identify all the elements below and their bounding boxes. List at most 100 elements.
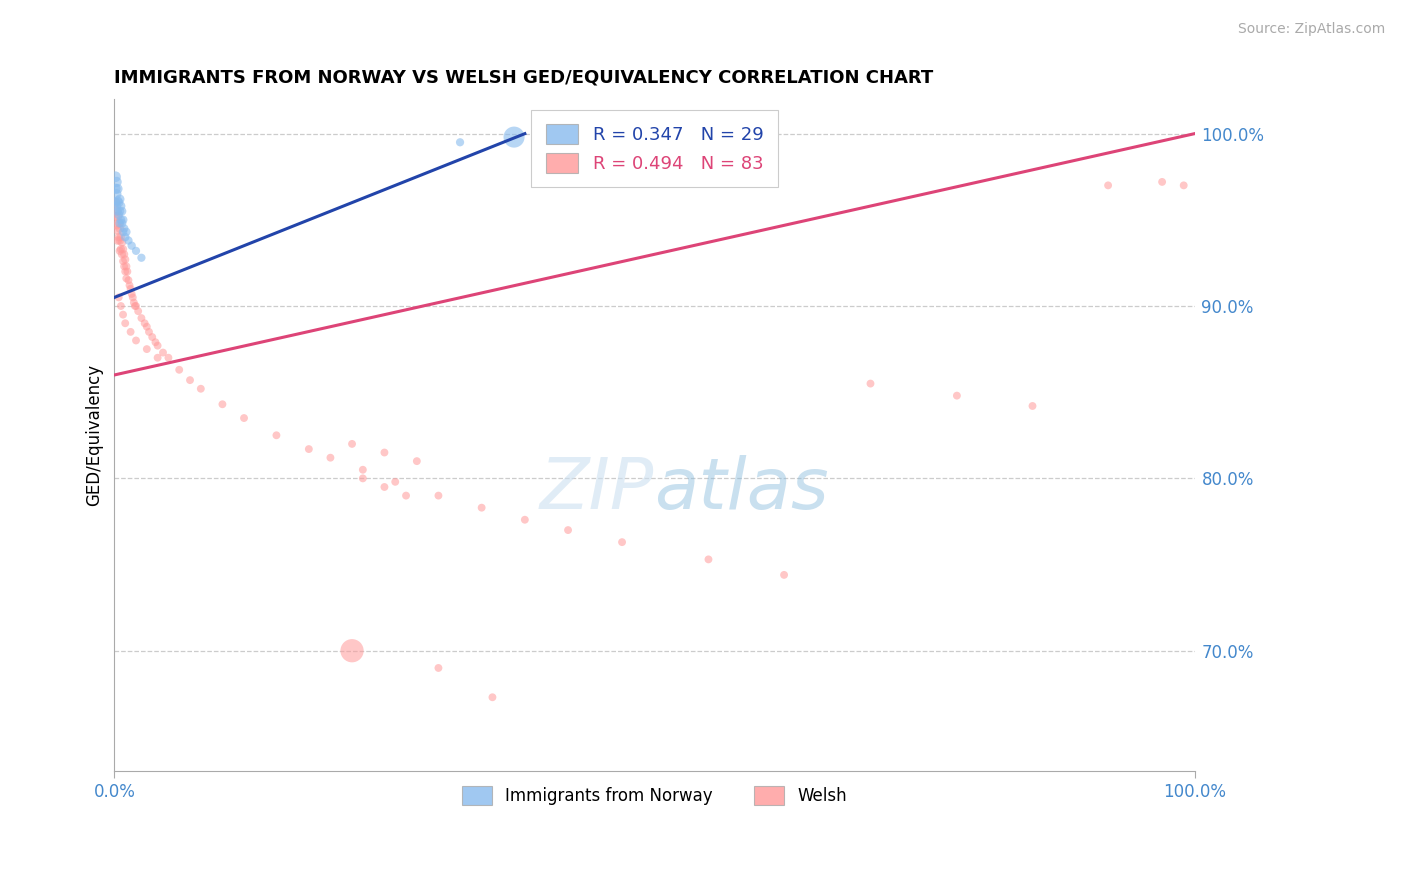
Point (104, 195, 127, 210)
Point (111, 204, 134, 219)
Point (107, 195, 129, 210)
Point (115, 271, 138, 285)
Point (104, 210, 127, 224)
Point (107, 234, 129, 248)
Point (107, 204, 129, 219)
Point (107, 208, 129, 222)
Point (118, 278, 141, 293)
Point (112, 221, 135, 235)
Point (138, 325, 160, 339)
Point (120, 282, 142, 296)
Point (211, 397, 233, 411)
Point (352, 471, 374, 485)
Point (449, 136, 471, 150)
Point (146, 339, 169, 353)
Point (135, 342, 157, 356)
Point (773, 567, 796, 582)
Point (131, 251, 153, 265)
Text: ZIP: ZIP (540, 455, 654, 524)
Point (131, 311, 153, 326)
Point (104, 195, 127, 210)
Point (266, 428, 288, 442)
Point (105, 218, 128, 232)
Point (112, 260, 135, 274)
Point (110, 242, 132, 256)
Point (145, 335, 167, 350)
Point (105, 204, 128, 219)
Point (298, 442, 321, 456)
Point (105, 175, 128, 189)
Point (697, 552, 720, 566)
Point (427, 489, 450, 503)
Point (135, 319, 157, 334)
Legend: Immigrants from Norway, Welsh: Immigrants from Norway, Welsh (453, 778, 856, 814)
Point (115, 225, 138, 239)
Point (107, 290, 129, 304)
Point (105, 186, 128, 201)
Point (1152, 175, 1174, 189)
Point (108, 204, 131, 219)
Point (108, 234, 131, 248)
Point (152, 345, 174, 359)
Point (503, 130, 526, 145)
Point (107, 194, 129, 208)
Point (121, 238, 143, 252)
Point (110, 212, 132, 227)
Point (108, 192, 131, 206)
Point (110, 230, 132, 244)
Point (340, 437, 363, 451)
Point (117, 264, 139, 278)
Point (859, 376, 882, 391)
Point (107, 223, 129, 237)
Point (111, 247, 134, 261)
Point (112, 212, 135, 227)
Point (117, 273, 139, 287)
Point (110, 299, 132, 313)
Point (405, 454, 427, 468)
Point (114, 252, 136, 267)
Point (125, 299, 148, 313)
Point (427, 661, 450, 675)
Point (107, 216, 129, 230)
Point (481, 690, 503, 705)
Point (117, 234, 139, 248)
Point (104, 182, 127, 196)
Point (352, 463, 374, 477)
Point (179, 373, 201, 387)
Point (233, 411, 256, 425)
Point (112, 254, 135, 268)
Point (373, 480, 395, 494)
Point (121, 287, 143, 301)
Point (114, 264, 136, 278)
Point (190, 382, 212, 396)
Point (471, 500, 494, 515)
Point (395, 489, 418, 503)
Point (319, 450, 342, 465)
Point (946, 389, 969, 403)
Point (167, 363, 190, 377)
Point (1021, 399, 1043, 413)
Point (105, 199, 128, 213)
Point (112, 247, 135, 261)
Point (134, 316, 156, 330)
Point (384, 475, 406, 489)
Point (121, 290, 143, 304)
Point (104, 169, 127, 184)
Point (107, 182, 129, 196)
Point (114, 316, 136, 330)
Point (112, 308, 135, 322)
Point (108, 244, 131, 258)
Point (125, 244, 148, 258)
Point (110, 199, 132, 213)
Text: IMMIGRANTS FROM NORWAY VS WELSH GED/EQUIVALENCY CORRELATION CHART: IMMIGRANTS FROM NORWAY VS WELSH GED/EQUI… (114, 69, 934, 87)
Point (1097, 178, 1119, 193)
Point (111, 235, 134, 250)
Point (146, 351, 169, 365)
Point (114, 230, 136, 244)
Point (610, 535, 633, 549)
Point (112, 242, 135, 256)
Point (141, 330, 163, 344)
Point (1173, 178, 1195, 193)
Text: Source: ZipAtlas.com: Source: ZipAtlas.com (1237, 22, 1385, 37)
Point (115, 260, 138, 274)
